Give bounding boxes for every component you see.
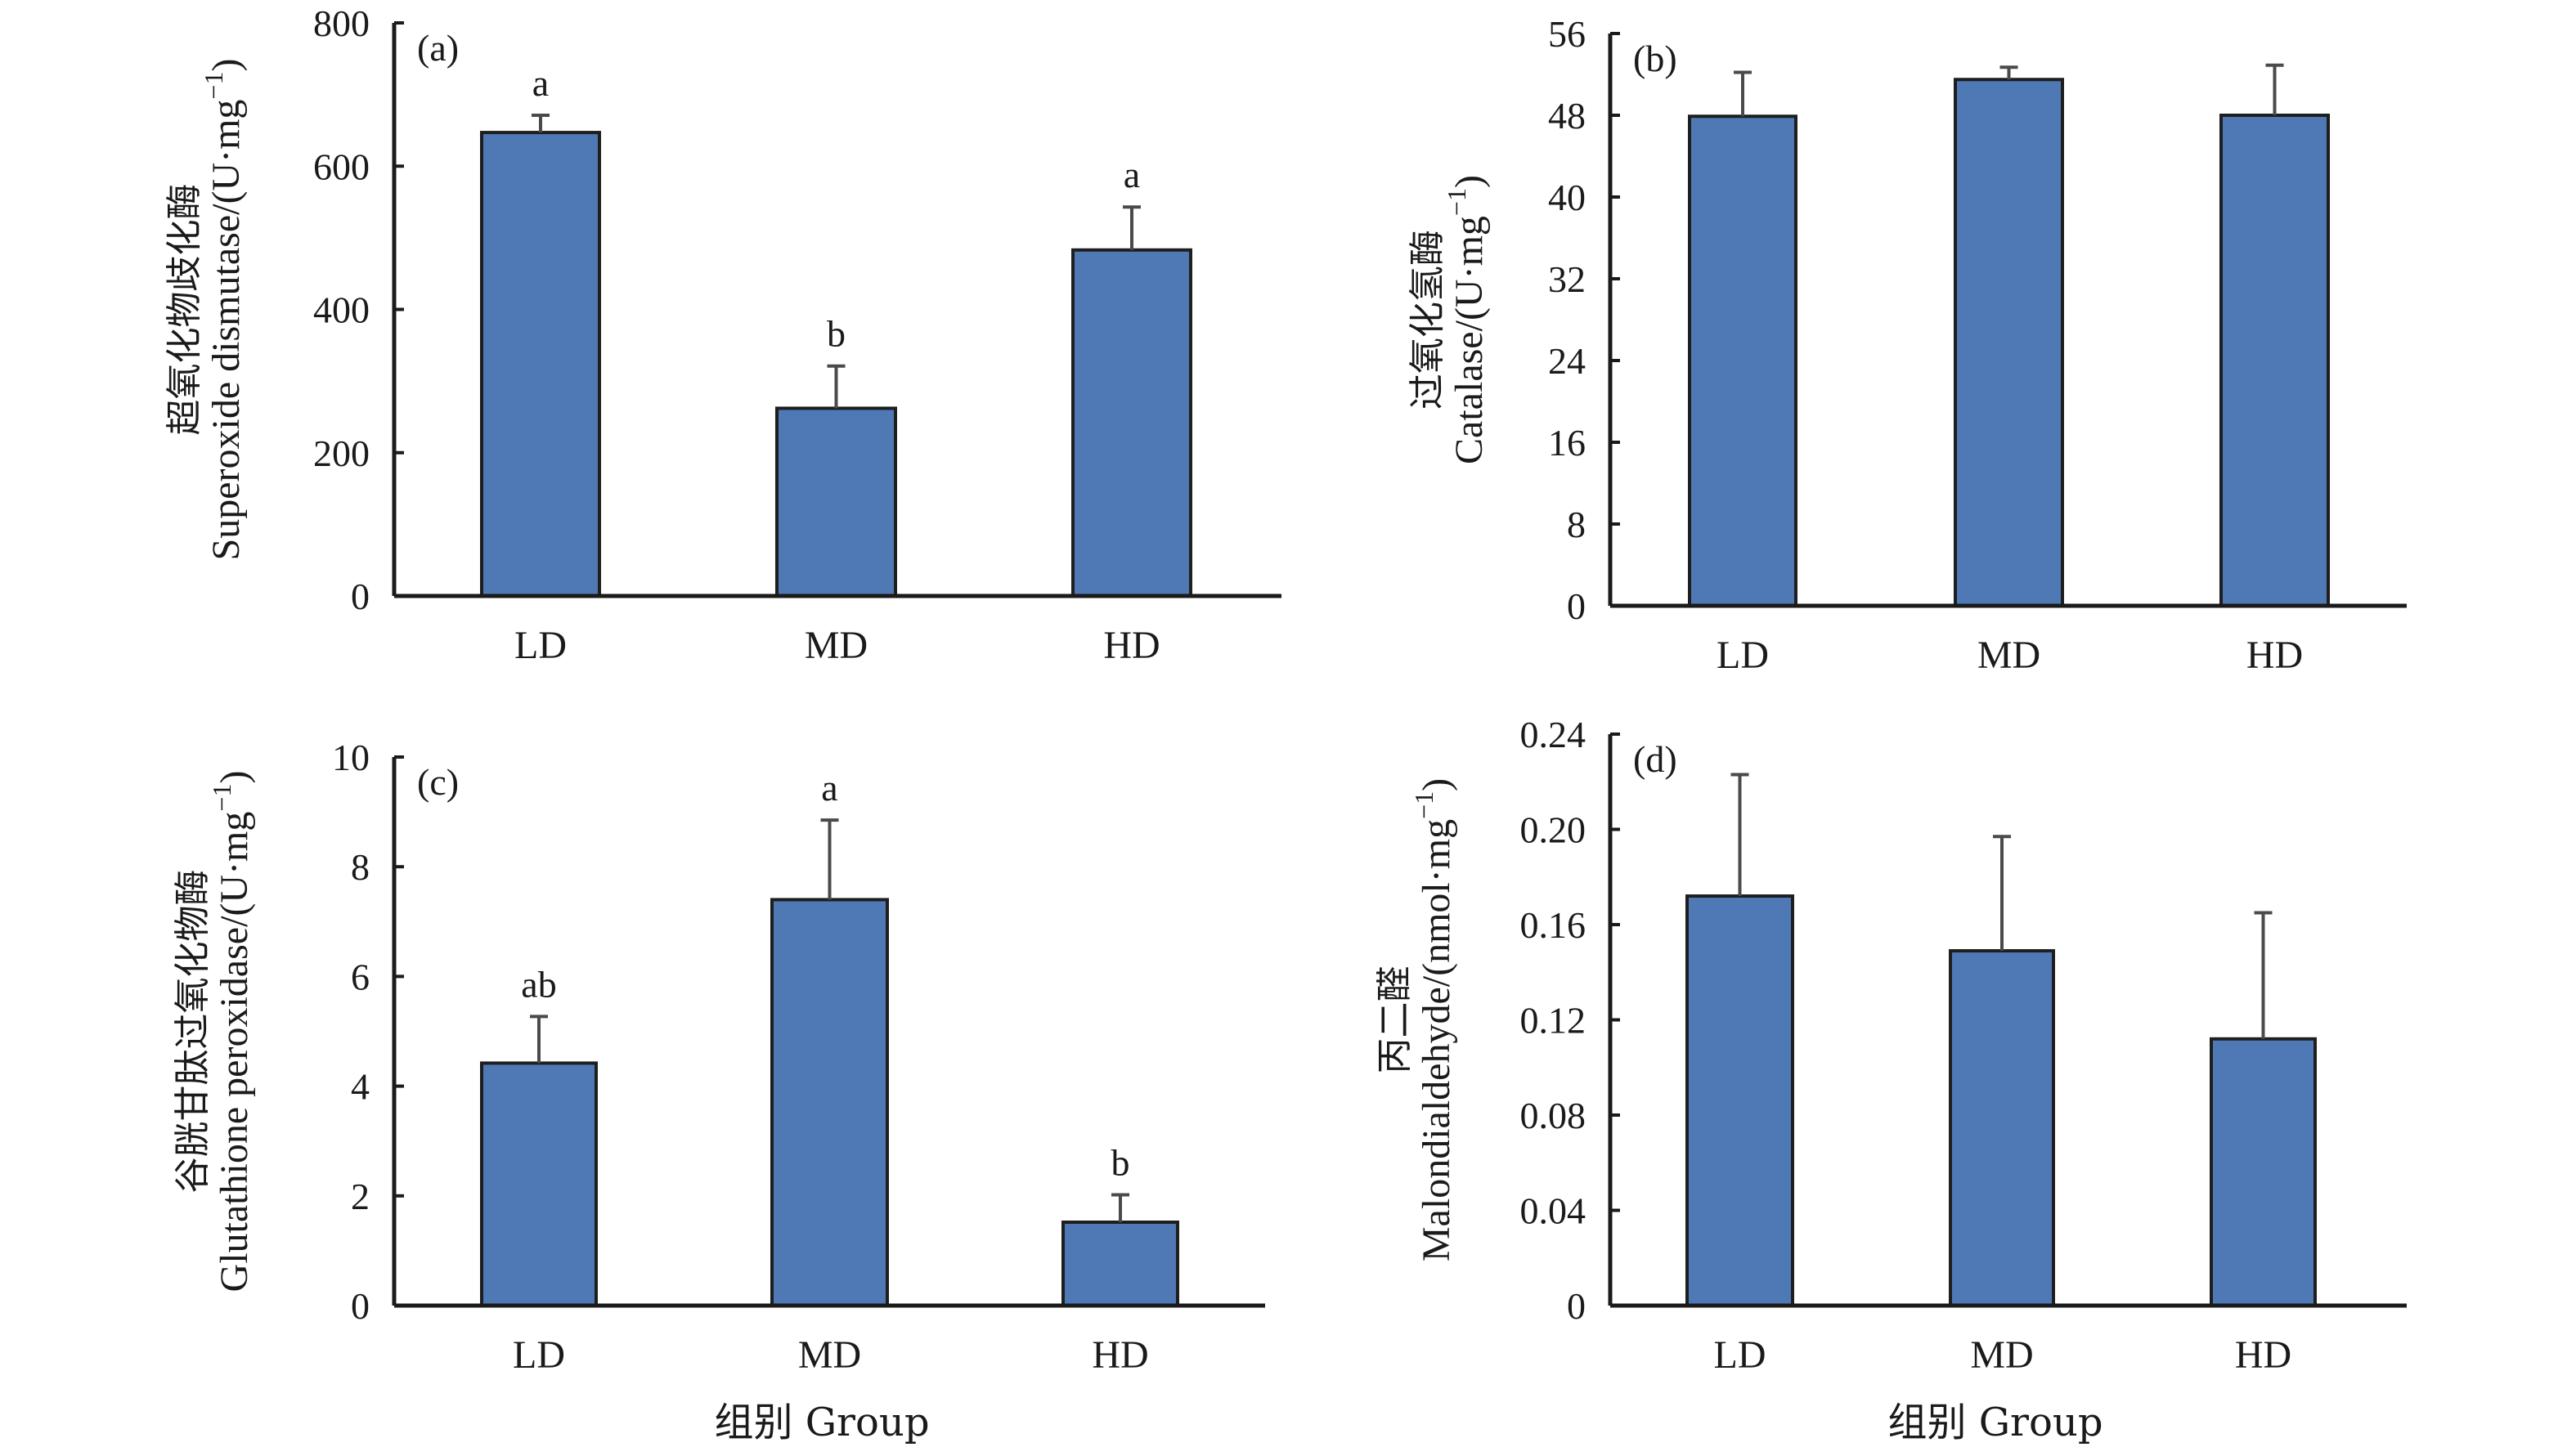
x-tick-label: HD	[2235, 1333, 2291, 1377]
panel-label: (b)	[1633, 38, 1677, 79]
x-tick-label: MD	[1970, 1333, 2033, 1377]
bar-ld	[480, 131, 601, 598]
y-tick-label: 2	[351, 1176, 370, 1217]
bar-md	[775, 406, 897, 598]
y-axis-title-cn: 丙二醛	[1374, 966, 1416, 1074]
bar-hd	[2210, 1037, 2317, 1308]
x-tick-label: MD	[1977, 634, 2040, 677]
significance-label: b	[1111, 1141, 1130, 1183]
y-axis-title-cn: 超氧化物歧化酶	[164, 184, 205, 436]
significance-label: a	[532, 62, 549, 104]
significance-label: a	[1124, 154, 1140, 195]
bar-hd	[1061, 1221, 1179, 1308]
y-tick-label: 0.24	[1520, 714, 1586, 755]
bar-hd	[1071, 248, 1192, 598]
significance-label: ab	[521, 963, 556, 1005]
y-tick-label: 16	[1548, 422, 1586, 464]
y-axis-title-superscript: −1	[207, 784, 236, 812]
panel-a: a LD b MD a HD 0 200 400 600 800 (a) 超氧化物歧化酶 Superoxi…	[164, 2, 1281, 667]
y-axis-title-superscript: −1	[1442, 188, 1471, 216]
y-tick-label: 6	[351, 956, 370, 997]
significance-label: b	[827, 313, 846, 355]
bar-md	[1949, 949, 2055, 1307]
y-axis-title-cn: 过氧化氢酶	[1407, 230, 1448, 410]
y-axis-title-text: Malondialdehyde/(nmol·mg	[1415, 819, 1458, 1261]
panel-label: (c)	[417, 761, 459, 803]
y-tick-label: 10	[332, 737, 370, 778]
y-tick-label: 0.20	[1520, 809, 1586, 851]
y-tick-label: 0	[1567, 585, 1586, 627]
x-tick-label: HD	[2246, 634, 2303, 677]
y-tick-label: 0	[351, 576, 370, 617]
y-tick-label: 0.12	[1520, 1000, 1586, 1042]
y-tick-label: 8	[1567, 504, 1586, 545]
y-axis-title-en: Catalase/(U·mg−1)	[1442, 175, 1491, 464]
x-tick-label: LD	[514, 624, 567, 667]
y-tick-label: 800	[313, 2, 370, 44]
y-axis-title-close: )	[1447, 175, 1491, 188]
y-axis-title-superscript: −1	[199, 72, 228, 100]
x-tick-label: LD	[1717, 634, 1769, 677]
bar-md	[1954, 78, 2064, 607]
bar-hd	[2219, 114, 2330, 607]
y-axis-title-superscript: −1	[1409, 791, 1438, 819]
x-tick-label: LD	[1714, 1333, 1766, 1377]
y-axis-title-en: Glutathione peroxidase/(U·mg−1)	[207, 771, 256, 1292]
y-tick-label: 32	[1548, 258, 1586, 300]
x-tick-label: HD	[1103, 624, 1160, 667]
x-axis-title-left: 组别 Group	[714, 1400, 929, 1445]
bar-ld	[1685, 894, 1794, 1308]
y-axis-title-cn: 谷胱甘肽过氧化物酶	[172, 870, 213, 1194]
y-axis-title-text: Catalase/(U·mg	[1447, 216, 1491, 464]
significance-label: a	[821, 767, 837, 809]
y-axis-title-close: )	[213, 771, 256, 784]
y-tick-label: 40	[1548, 177, 1586, 218]
y-axis-title-close: )	[204, 59, 248, 72]
y-tick-label: 0	[351, 1285, 370, 1327]
x-axis-title-right: 组别 Group	[1887, 1400, 2103, 1445]
y-axis-title-en: Superoxide dismutase/(U·mg−1)	[199, 59, 248, 561]
y-axis-title-close: )	[1415, 778, 1458, 791]
y-tick-label: 56	[1548, 13, 1586, 55]
panel-label: (a)	[417, 27, 459, 69]
x-tick-label: MD	[805, 624, 868, 667]
bar-ld	[1688, 114, 1797, 607]
x-tick-label: HD	[1092, 1333, 1148, 1377]
y-tick-label: 400	[313, 289, 370, 331]
y-tick-label: 0.08	[1520, 1095, 1586, 1136]
x-tick-label: LD	[513, 1333, 565, 1377]
y-tick-label: 0.16	[1520, 904, 1586, 946]
y-tick-label: 600	[313, 146, 370, 187]
y-axis-title-en: Malondialdehyde/(nmol·mg−1)	[1409, 778, 1458, 1261]
y-tick-label: 200	[313, 432, 370, 474]
y-tick-label: 0.04	[1520, 1190, 1586, 1232]
y-tick-label: 48	[1548, 95, 1586, 137]
y-axis-title-text: Superoxide dismutase/(U·mg	[204, 100, 248, 561]
panel-label: (d)	[1633, 738, 1677, 780]
bar-md	[770, 898, 889, 1307]
x-tick-label: MD	[798, 1333, 861, 1377]
panel-c: ab LD a MD b HD 0 2 4 6 8 10 (c) 谷胱甘肽过氧化物酶 Glutathione…	[172, 737, 1265, 1377]
panel-b: LD MD HD 0 8 16 24 32 40 48 56 (b) 过氧化氢酶 Catalase/(U·…	[1407, 13, 2407, 677]
panel-d: LD MD HD 0 0.04 0.08 0.12 0.16 0.20 0.24 (d) 丙二醛 Mal…	[1374, 714, 2407, 1377]
y-axis-title-text: Glutathione peroxidase/(U·mg	[213, 812, 256, 1292]
y-tick-label: 4	[351, 1066, 370, 1108]
y-tick-label: 0	[1567, 1285, 1586, 1327]
y-tick-label: 8	[351, 846, 370, 888]
bar-ld	[480, 1061, 598, 1307]
y-tick-label: 24	[1548, 340, 1586, 382]
